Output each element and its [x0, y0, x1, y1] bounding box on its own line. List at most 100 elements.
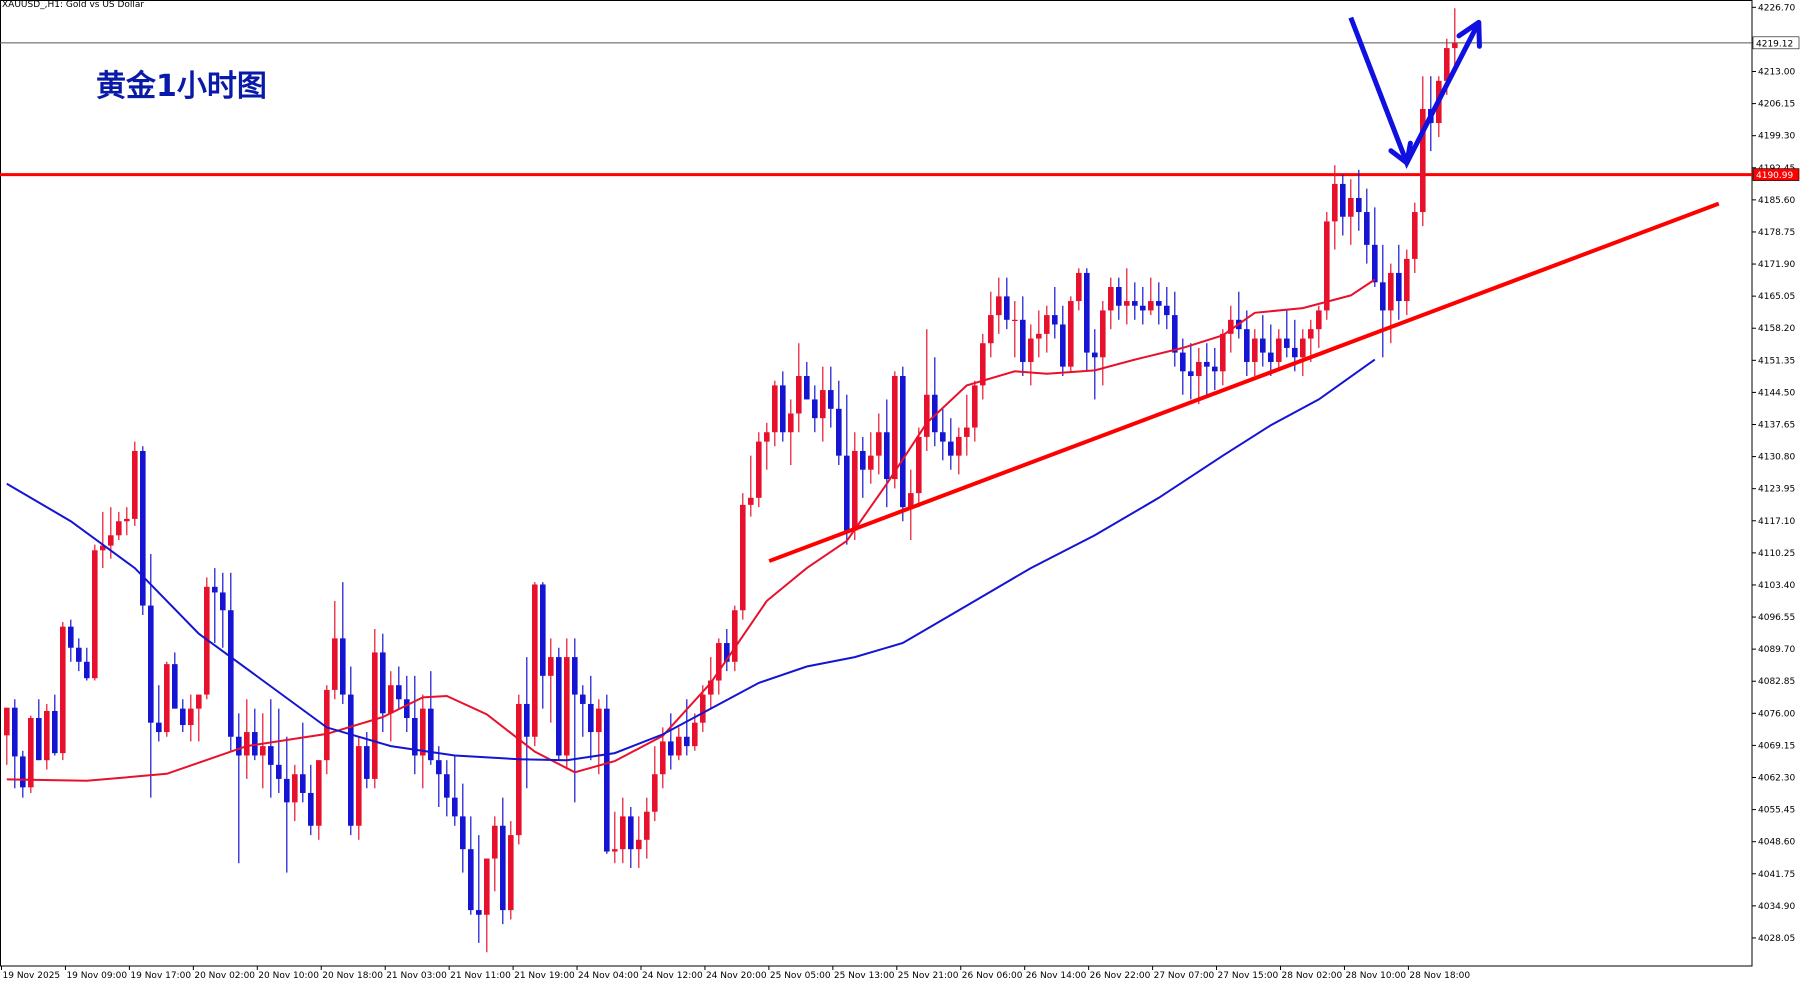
candle-body: [1084, 272, 1090, 353]
bull-candle: [636, 816, 642, 868]
candle-body: [140, 450, 146, 606]
candle-body: [1132, 301, 1138, 306]
price-tick-label: 4130.80: [1758, 453, 1795, 463]
candle-body: [452, 797, 458, 817]
candle-body: [76, 647, 82, 662]
bear-candle: [1204, 343, 1210, 395]
bull-candle: [1044, 305, 1050, 353]
forecast-arrow-path: [1348, 16, 1482, 169]
candle-body: [428, 708, 434, 761]
candle-body: [444, 774, 450, 798]
candle-body: [412, 718, 418, 756]
candle-body: [1116, 287, 1122, 306]
candle-body: [908, 493, 914, 508]
bull-candle: [612, 811, 618, 864]
bull-candle: [356, 736, 362, 840]
bull-candle: [28, 715, 34, 793]
time-tick-label: 26 Nov 22:00: [1090, 971, 1151, 981]
candle-body: [1164, 305, 1170, 316]
candle-body: [1332, 183, 1338, 222]
time-tick-label: 28 Nov 18:00: [1409, 971, 1470, 981]
bear-candle: [580, 685, 586, 737]
candle-body: [772, 385, 778, 433]
candle-body: [476, 910, 482, 915]
candle-body: [564, 657, 570, 756]
support-trend-line: [768, 201, 1720, 563]
candle-body: [868, 455, 874, 470]
price-tick-label: 4076.00: [1758, 709, 1795, 719]
candle-body: [1188, 371, 1194, 377]
bull-candle: [516, 694, 522, 845]
bull-candle: [1452, 8, 1458, 67]
bear-candle: [1132, 282, 1138, 320]
bull-candle: [1412, 202, 1418, 273]
bull-candle: [716, 638, 722, 695]
bull-candle: [660, 727, 666, 789]
candle-body: [1172, 315, 1178, 353]
bull-candle: [772, 380, 778, 447]
forecast-arrow: [1348, 16, 1482, 169]
time-tick-label: 19 Nov 17:00: [130, 971, 191, 981]
candle-body: [556, 657, 562, 756]
candle-body: [68, 626, 74, 648]
price-tick-label: 4082.85: [1758, 677, 1795, 687]
candle-body: [668, 741, 674, 756]
bull-candle: [820, 366, 826, 442]
candle-body: [972, 385, 978, 428]
bear-candle: [724, 628, 730, 672]
bear-candle: [220, 572, 226, 648]
bear-candle: [1364, 188, 1370, 264]
time-axis: 19 Nov 2025 19 Nov 09:00 19 Nov 17:00 20 No…: [1, 966, 1470, 981]
bull-candle: [1308, 319, 1314, 362]
bear-candle: [812, 385, 818, 433]
candle-body: [1308, 329, 1314, 339]
candle-body: [940, 432, 946, 442]
candle-body: [1300, 338, 1306, 358]
moving-average-fast-line: [6, 278, 1376, 782]
price-tick-label: 4069.15: [1758, 741, 1795, 751]
candle-body: [756, 441, 762, 498]
candle-body: [732, 610, 738, 662]
bear-candle: [804, 361, 810, 400]
candle-body: [1364, 212, 1370, 245]
candle-body: [1012, 319, 1018, 321]
candle-body: [1036, 333, 1042, 339]
candle-body: [692, 722, 698, 747]
bear-candle: [1172, 291, 1178, 367]
bull-candle: [1124, 268, 1130, 325]
bull-candle: [596, 699, 602, 775]
candle-body: [188, 708, 194, 726]
bull-candle: [740, 493, 746, 620]
candle-body: [780, 385, 786, 433]
candle-body: [580, 694, 586, 704]
bull-candle: [260, 713, 266, 789]
price-tick-label: 4226.70: [1758, 3, 1795, 13]
bull-candle: [996, 277, 1002, 334]
candle-body: [1380, 282, 1386, 311]
candle-body: [404, 699, 410, 719]
candle-body: [196, 694, 202, 709]
bull-candle: [244, 699, 250, 779]
candle-body: [684, 736, 690, 747]
candle-body: [932, 394, 938, 433]
bull-candle: [852, 432, 858, 540]
chart-header: XAUUSD_,H1: Gold vs US Dollar: [2, 0, 145, 10]
bear-candle: [428, 671, 434, 765]
bear-candle: [668, 713, 674, 770]
candle-body: [620, 816, 626, 850]
bear-candle: [1156, 282, 1162, 325]
bull-candle: [332, 600, 338, 700]
bull-candle: [1420, 76, 1426, 227]
candle-body: [244, 732, 250, 756]
candle-body: [1060, 324, 1066, 367]
bear-candle: [628, 807, 634, 868]
candle-body: [1444, 48, 1450, 81]
bear-candle: [180, 699, 186, 733]
candle-body: [516, 703, 522, 836]
candle-body: [380, 652, 386, 714]
candle-body: [588, 703, 594, 733]
bear-candle: [500, 797, 506, 925]
candle-body: [660, 741, 666, 775]
